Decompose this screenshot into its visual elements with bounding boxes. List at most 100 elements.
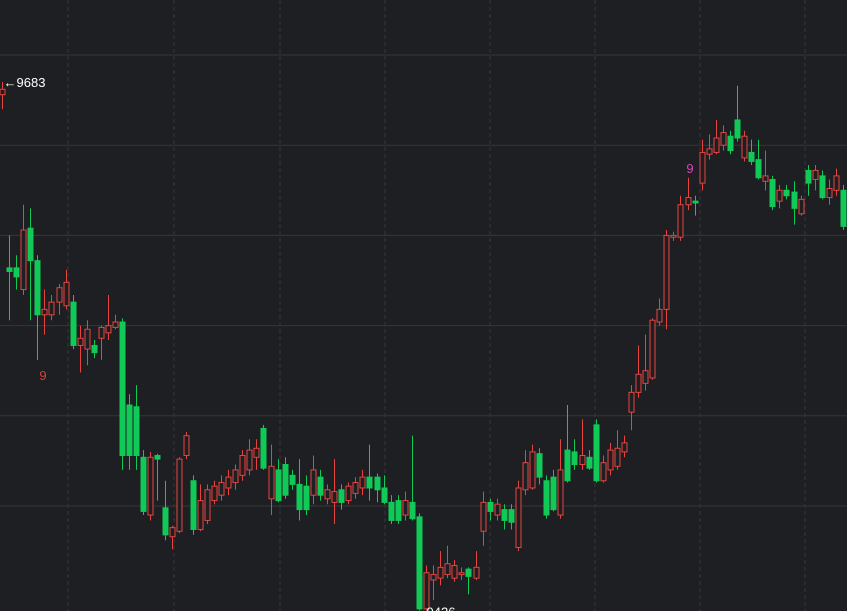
candle-body xyxy=(529,451,536,489)
candle-body xyxy=(303,485,310,511)
candle-body xyxy=(119,321,126,456)
candle-body xyxy=(783,189,790,197)
candle-body xyxy=(388,501,395,521)
candle-body xyxy=(260,427,267,469)
candle-body xyxy=(727,135,734,152)
candle-body xyxy=(621,442,628,453)
candle-body xyxy=(508,509,515,523)
candle-body xyxy=(246,449,253,471)
candle-body xyxy=(600,462,607,482)
candle-body xyxy=(579,454,586,466)
candle-body xyxy=(169,527,176,538)
candle-body xyxy=(218,482,225,496)
candle-body xyxy=(239,454,246,476)
candle-body xyxy=(480,501,487,532)
candle-body xyxy=(366,476,373,489)
candle-body xyxy=(331,491,338,503)
candle-body xyxy=(395,500,402,521)
candle-body xyxy=(670,234,677,238)
candle-body xyxy=(586,456,593,469)
candle-body xyxy=(550,476,557,511)
candle-body xyxy=(324,489,331,500)
candle-body xyxy=(692,200,699,204)
candle-body xyxy=(77,337,84,346)
candle-body xyxy=(614,447,621,467)
candle-body xyxy=(70,301,77,346)
candle-body xyxy=(98,326,105,339)
candle-body xyxy=(494,503,501,516)
candle-body xyxy=(487,501,494,512)
candle-body xyxy=(473,566,480,579)
candle-body xyxy=(296,483,303,511)
candle-body xyxy=(126,404,133,456)
candle-body xyxy=(154,454,161,460)
candle-body xyxy=(543,480,550,516)
candle-body xyxy=(430,574,437,581)
candle-body xyxy=(176,458,183,532)
candle-body xyxy=(769,178,776,208)
candle-body xyxy=(232,469,239,484)
candle-body xyxy=(819,175,826,199)
annotation: 9 xyxy=(39,368,46,383)
candle-body xyxy=(13,267,20,278)
candle-body xyxy=(282,464,289,496)
candle-body xyxy=(416,516,423,610)
candle-body xyxy=(0,88,6,96)
candle-body xyxy=(762,175,769,182)
candle-body xyxy=(48,301,55,316)
candle-body xyxy=(720,132,727,146)
candle-body xyxy=(791,191,798,209)
candle-body xyxy=(833,175,840,191)
candle-body xyxy=(465,568,472,577)
candle-body xyxy=(522,462,529,491)
candle-body xyxy=(755,159,762,179)
candle-body xyxy=(34,260,41,316)
annotation: ←9426 xyxy=(414,605,456,611)
candle-body xyxy=(345,485,352,502)
annotation: ←9683 xyxy=(4,75,46,90)
candle-body xyxy=(685,197,692,206)
candle-body xyxy=(423,572,430,610)
candle-body xyxy=(564,449,571,482)
candle-body xyxy=(713,137,720,153)
candle-body xyxy=(571,451,578,466)
candle-body xyxy=(275,469,282,502)
candle-body xyxy=(211,485,218,502)
candle-body xyxy=(338,489,345,503)
candle-body xyxy=(147,456,154,516)
candle-body xyxy=(741,135,748,159)
candle-body xyxy=(840,189,847,227)
candle-body xyxy=(381,487,388,503)
candle-body xyxy=(27,227,34,262)
annotation: 9 xyxy=(686,161,693,176)
candle-body xyxy=(63,281,70,307)
candle-body xyxy=(437,566,444,579)
candle-body xyxy=(289,474,296,485)
candle-body xyxy=(451,565,458,579)
candle-body xyxy=(374,476,381,491)
candle-body xyxy=(20,229,27,291)
candle-body xyxy=(317,476,324,496)
candle-body xyxy=(105,325,112,334)
candle-body xyxy=(805,169,812,184)
candle-body xyxy=(268,465,275,500)
candle-body xyxy=(112,321,119,328)
candle-body xyxy=(656,308,663,323)
candle-body xyxy=(706,148,713,155)
candle-body xyxy=(56,287,63,303)
candle-body xyxy=(536,453,543,478)
candle-body xyxy=(6,267,13,272)
candle-body xyxy=(225,476,232,489)
candle-body xyxy=(798,198,805,215)
candle-body xyxy=(515,487,522,549)
candle-body xyxy=(91,344,98,354)
vertical-grid xyxy=(67,0,806,611)
candle-body xyxy=(607,449,614,471)
candle-body xyxy=(310,469,317,496)
candle-body xyxy=(458,572,465,576)
candle-body xyxy=(557,469,564,516)
candle-body xyxy=(133,406,140,456)
